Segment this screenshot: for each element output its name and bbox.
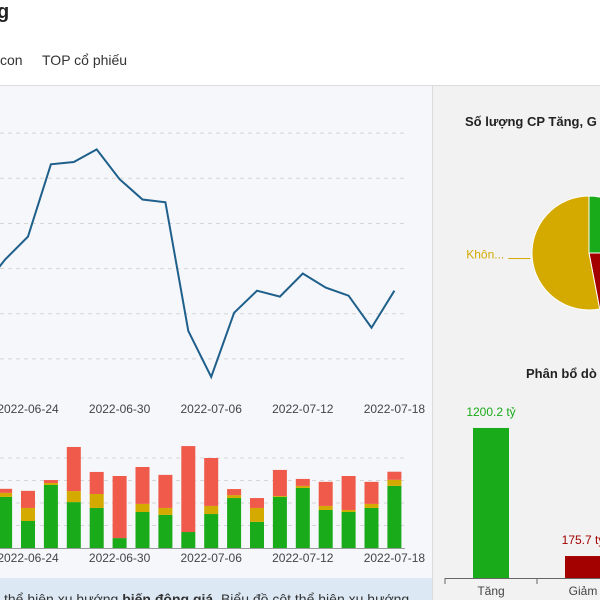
bar-segment (318, 505, 333, 510)
x-tick-label: Tăng (477, 584, 504, 598)
note-bold: biến động giá (122, 591, 213, 600)
x-tick-label: 2022-07-06 (181, 551, 243, 565)
right-panel (432, 86, 600, 600)
pie-slice (531, 195, 600, 311)
bar-segment (135, 512, 150, 548)
left-charts: 2022-06-24 2022-06-30 2022-07-06 2022-07-12… (0, 132, 426, 565)
bar-segment (295, 487, 310, 548)
bar-segment (204, 514, 219, 548)
bar-segment (181, 446, 196, 533)
x-tick-label: 2022-06-30 (89, 551, 151, 565)
bar-segment (341, 512, 356, 548)
bar-segment (112, 538, 127, 548)
bar-segment (272, 469, 287, 497)
bar-segment (66, 491, 81, 503)
bar-segment (43, 485, 58, 548)
bar-segment (272, 496, 287, 548)
bar-segment (0, 496, 13, 548)
bar-segment (43, 482, 58, 485)
bar-segment (227, 495, 242, 499)
page-title: g (0, 1, 9, 23)
bar-segment (21, 507, 35, 521)
bar-segment (387, 485, 402, 548)
bar-segment (272, 496, 287, 497)
bar-segment (181, 532, 196, 548)
bar-segment (387, 479, 402, 486)
bar-segment (318, 509, 333, 548)
bar-segment (89, 494, 104, 508)
bar-segment (227, 498, 242, 548)
bar-segment (204, 458, 219, 506)
pie-slice (588, 195, 600, 254)
bar-segment (21, 521, 35, 548)
header-bg (0, 0, 600, 86)
right-charts: Số lượng CP Tăng, G Khôn... Phân bổ dò 1200… (444, 114, 600, 598)
bar-segment (364, 507, 379, 548)
bar-segment (295, 478, 310, 486)
x-tick-label: 2022-06-30 (89, 402, 151, 416)
bar-segment (66, 446, 81, 492)
x-tick-label: 2022-07-12 (272, 402, 334, 416)
bar-segment (0, 492, 13, 497)
bar-segment (66, 502, 81, 548)
x-tick-label: 2022-07-18 (364, 402, 426, 416)
bar-segment (158, 514, 173, 548)
bar-segment (135, 467, 150, 504)
bar-segment (250, 507, 264, 522)
bar-segment (158, 507, 173, 515)
bar (565, 556, 600, 578)
bar-segment (318, 481, 333, 506)
bar-segment (43, 480, 58, 483)
x-tick-label: 2022-06-24 (0, 402, 59, 416)
note-box (0, 578, 432, 600)
bar-segment (341, 476, 356, 510)
bar-segment (89, 471, 104, 494)
bar-segment (227, 489, 242, 496)
bar (473, 427, 509, 578)
price-line (0, 148, 396, 380)
chart-title: Phân bổ dò (526, 366, 597, 381)
note: thể hiện xu hướng biến động giá. Biểu đồ… (4, 591, 409, 600)
tab[interactable]: TOP cổ phiếu (42, 52, 127, 68)
bar-segment (135, 503, 150, 512)
bar-segment (204, 505, 219, 515)
x-tick-label: 2022-07-06 (181, 402, 243, 416)
note-text: thể hiện xu hướng (4, 591, 122, 600)
pie-label: Khôn... (466, 248, 504, 262)
x-tick-label: Giảm (569, 584, 598, 598)
tab[interactable]: con (0, 52, 23, 68)
bar-segment (250, 521, 264, 548)
bar-segment (250, 498, 264, 508)
bar-segment (158, 474, 173, 508)
bar-segment (0, 488, 13, 493)
bar-segment (364, 481, 379, 504)
bar-segment (21, 490, 35, 508)
x-tick-label: 2022-07-12 (272, 551, 334, 565)
bar-segment (112, 476, 127, 539)
bar-segment (89, 507, 104, 548)
bar-segment (295, 485, 310, 488)
value-label: 175.7 tỷ (562, 533, 600, 547)
chart-title: Số lượng CP Tăng, G (465, 114, 597, 129)
bar-segment (341, 509, 356, 512)
bar-segment (364, 503, 379, 508)
note-text: . Biểu đồ cột thể hiện xu hướng (213, 591, 409, 600)
x-tick-label: 2022-07-18 (364, 551, 426, 565)
value-label: 1200.2 tỷ (466, 405, 515, 419)
bar-segment (387, 471, 402, 480)
x-tick-label: 2022-06-24 (0, 551, 59, 565)
